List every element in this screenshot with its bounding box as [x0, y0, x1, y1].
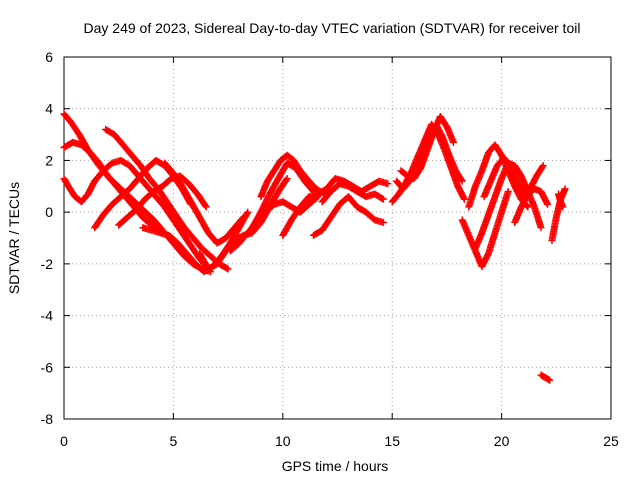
x-tick-labels: 0 5 10 15 20 25: [60, 433, 619, 449]
series-track-21: [471, 159, 545, 252]
series-track-8: [161, 159, 247, 247]
series-track-18: [397, 112, 457, 183]
data-point: [238, 214, 246, 222]
data-point: [449, 138, 457, 146]
series-track-2: [60, 138, 164, 234]
data-point: [538, 163, 546, 171]
y-tick-label: 0: [45, 204, 53, 220]
data-point: [537, 224, 545, 232]
data-point: [460, 195, 468, 203]
x-axis-label: GPS time / hours: [282, 458, 389, 474]
axis-ticks: [63, 56, 612, 420]
series-track-19: [458, 187, 512, 270]
data-point: [223, 264, 231, 272]
y-tick-label: -8: [41, 411, 54, 427]
series-track-6: [115, 172, 210, 229]
x-tick-label: 20: [494, 433, 510, 449]
plot-frame: [63, 56, 612, 420]
series-track-25: [554, 190, 567, 211]
data-point: [384, 180, 392, 188]
y-tick-label: -4: [41, 308, 54, 324]
data-point: [559, 203, 567, 211]
x-tick-label: 10: [275, 433, 291, 449]
x-tick-label: 5: [170, 433, 178, 449]
series-track-17: [388, 120, 468, 206]
chart-title: Day 249 of 2023, Sidereal Day-to-day VTE…: [84, 20, 581, 36]
data-point: [378, 194, 386, 202]
y-tick-label: 2: [45, 152, 53, 168]
y-tick-label: 6: [45, 49, 53, 65]
data-point: [239, 213, 247, 221]
data-point: [379, 195, 387, 203]
series-track-15: [318, 180, 387, 206]
x-tick-label: 15: [384, 433, 400, 449]
data-point: [546, 376, 554, 384]
data-point: [544, 200, 552, 208]
data-point: [458, 177, 466, 185]
y-tick-label: 4: [45, 101, 53, 117]
series-track-14: [309, 193, 387, 239]
data-point: [457, 176, 465, 184]
data-point: [379, 218, 387, 226]
series-outlier: [537, 371, 554, 384]
data-point: [504, 187, 512, 195]
y-tick-label: -6: [41, 359, 54, 375]
data-points: [60, 110, 569, 384]
x-tick-label: 0: [60, 433, 68, 449]
grid-lines: [64, 57, 611, 419]
data-point: [243, 209, 251, 217]
series-track-23: [511, 185, 552, 226]
data-point: [539, 162, 547, 170]
data-point: [201, 202, 209, 210]
data-point: [282, 176, 290, 184]
series-track-13: [279, 175, 392, 239]
y-tick-labels: -8 -6 -4 -2 0 2 4 6: [41, 49, 54, 427]
x-tick-label: 25: [603, 433, 619, 449]
data-point: [224, 265, 232, 273]
data-point: [244, 208, 252, 216]
y-axis-label: SDTVAR / TECUs: [6, 182, 22, 294]
series-track-22: [480, 154, 547, 201]
data-point: [202, 203, 210, 211]
data-point: [283, 175, 291, 183]
data-point: [561, 185, 569, 193]
y-tick-label: -2: [41, 256, 54, 272]
data-point: [524, 203, 532, 211]
